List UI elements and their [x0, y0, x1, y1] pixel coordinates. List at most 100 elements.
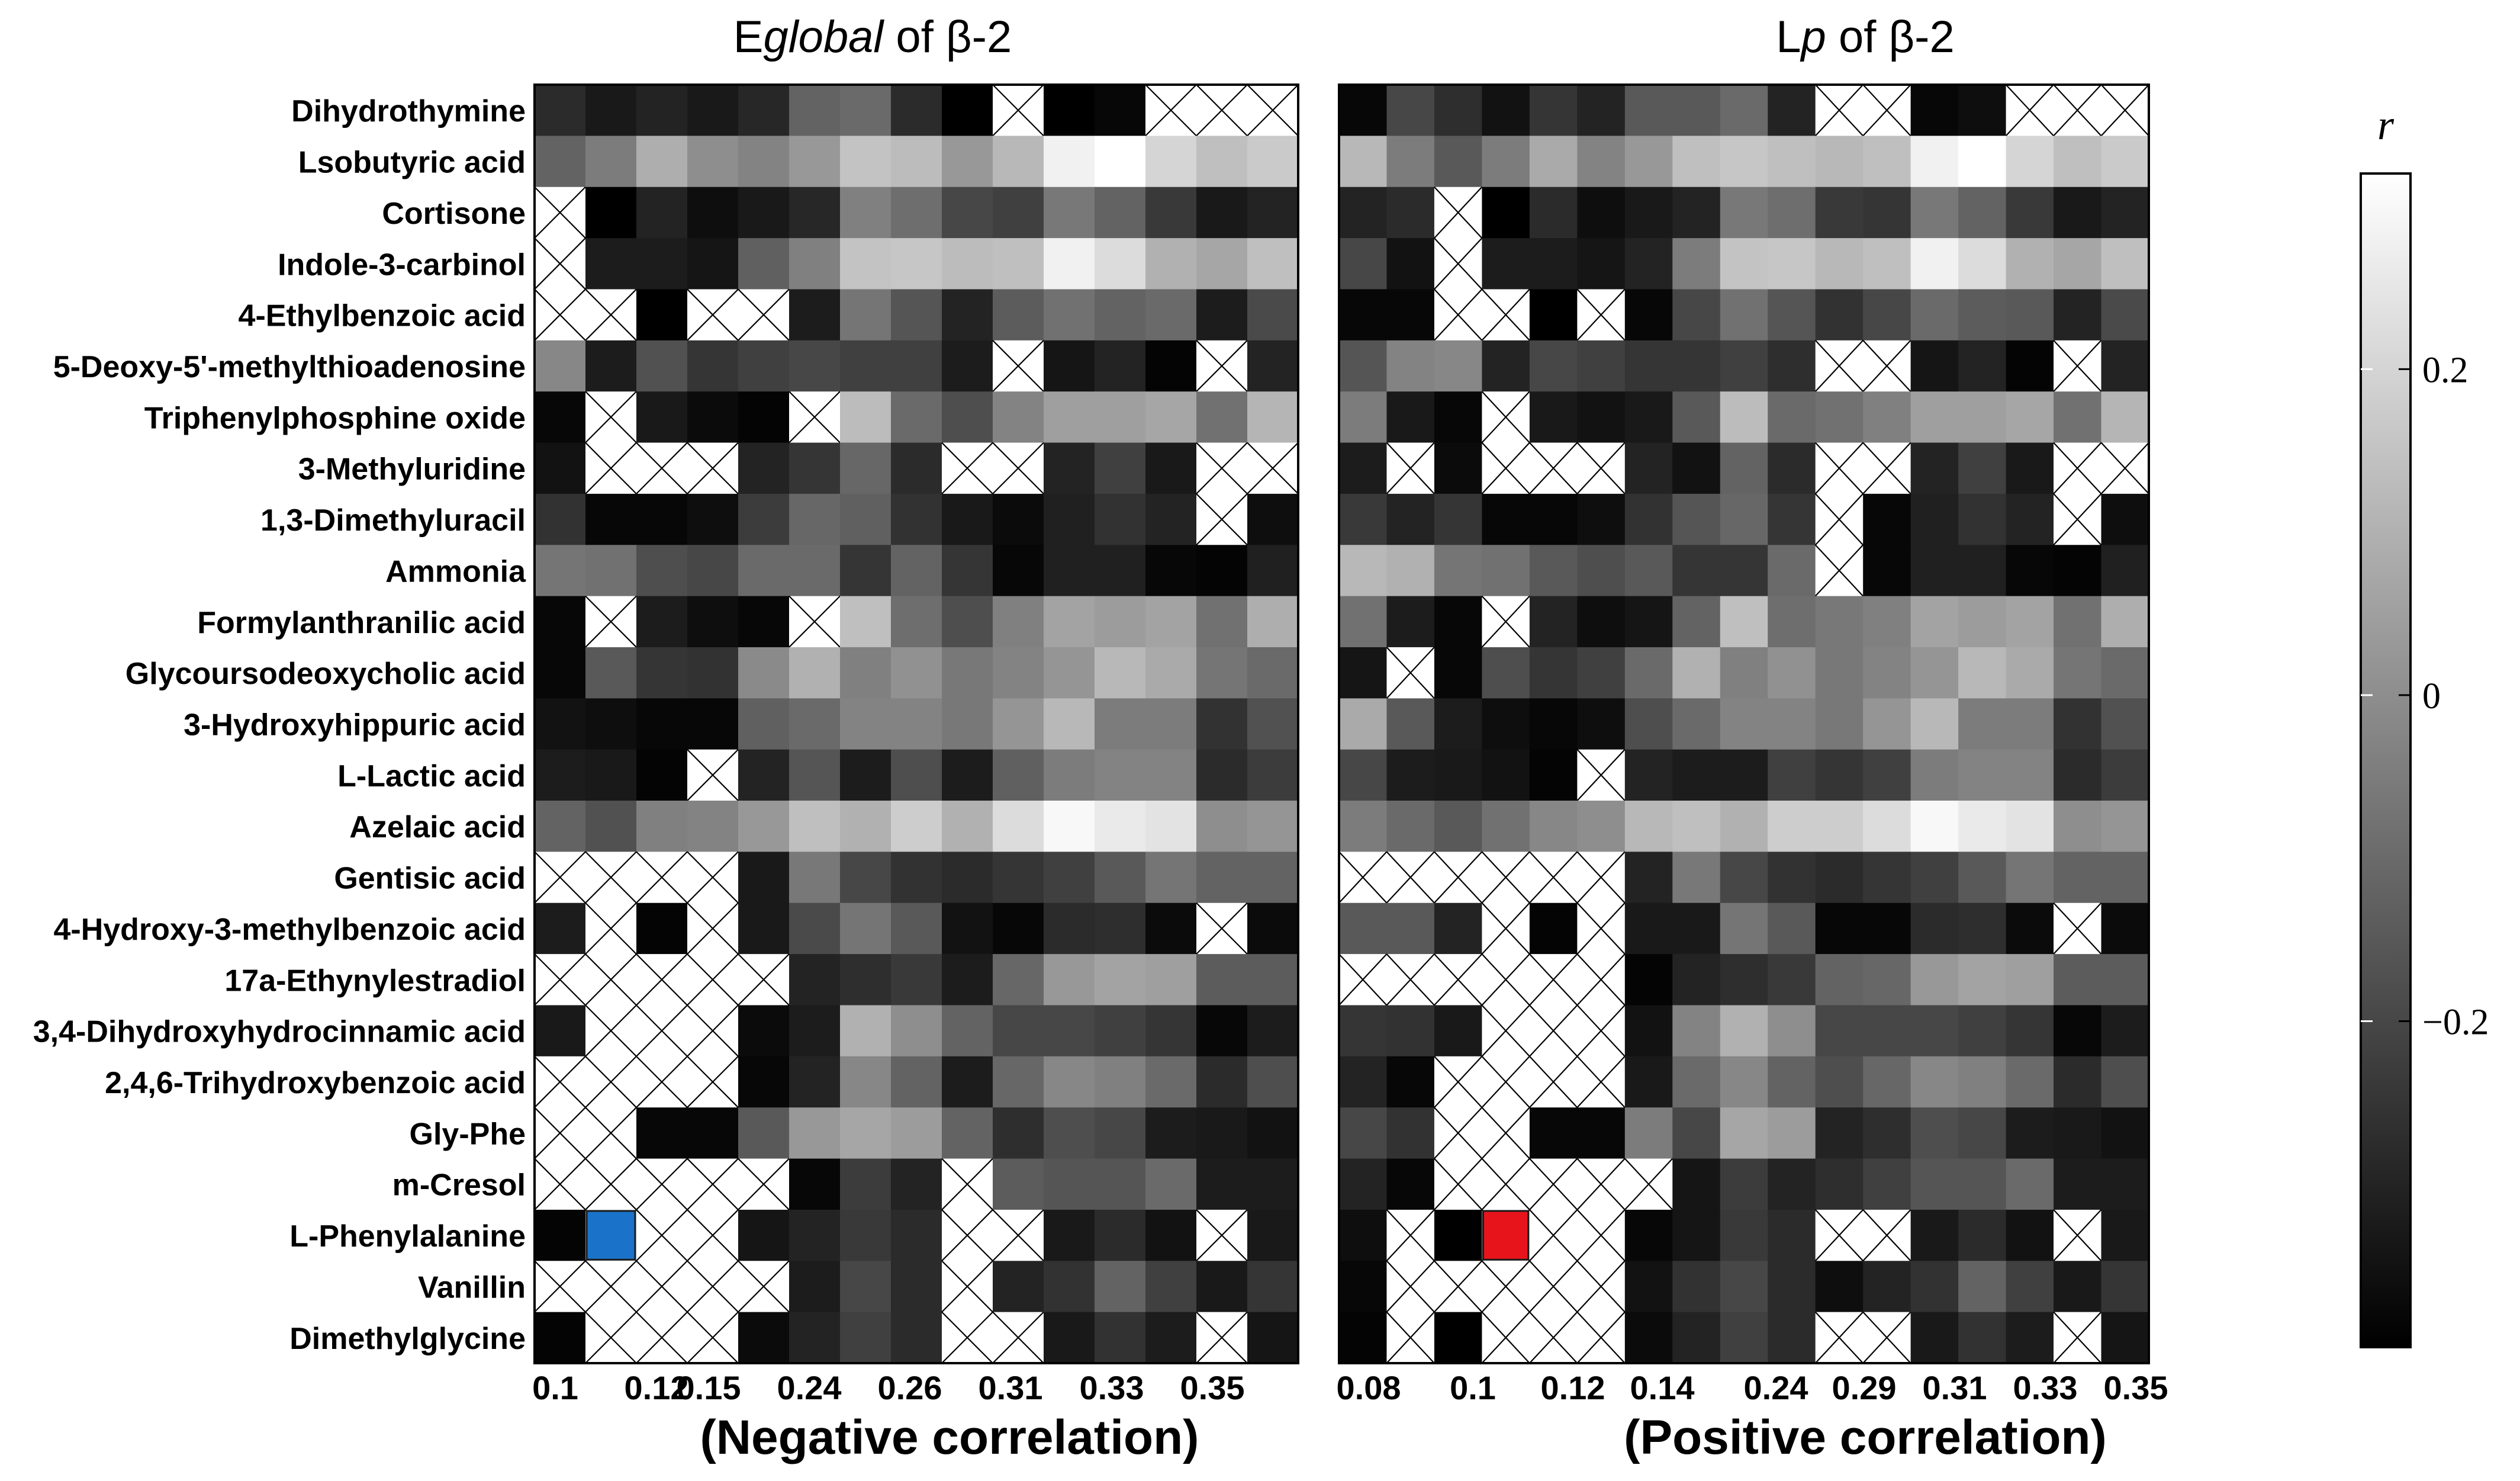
row-label: Dimethylglycine	[289, 1322, 526, 1356]
row-label: 3,4-Dihydroxyhydrocinnamic acid	[33, 1015, 526, 1049]
row-label: Glycoursodeoxycholic acid	[125, 657, 526, 691]
heatmap-cell	[2053, 84, 2102, 137]
heatmap-cell	[1910, 391, 1959, 444]
heatmap-cell	[1577, 493, 1626, 545]
heatmap-cell	[1672, 85, 1721, 136]
heatmap-cell	[1720, 1158, 1768, 1210]
heatmap-cell	[789, 1005, 841, 1057]
heatmap-cell	[1339, 1056, 1388, 1108]
heatmap-cell	[942, 493, 993, 545]
heatmap-cell	[1386, 1005, 1435, 1057]
heatmap-cell	[1095, 340, 1146, 392]
heatmap-cells-left	[534, 84, 1299, 1364]
heatmap-cell	[891, 136, 942, 188]
heatmap-cell	[942, 954, 993, 1006]
heatmap-cell	[1815, 596, 1864, 648]
heatmap-cell	[891, 902, 942, 955]
heatmap-cell	[1529, 1311, 1578, 1364]
heatmap-cell	[1577, 801, 1626, 852]
heatmap-cell	[1386, 902, 1435, 955]
heatmap-cell	[1814, 442, 1864, 494]
heatmap-cell	[738, 85, 790, 136]
heatmap-cell	[942, 596, 993, 648]
row-label: 5-Deoxy-5'-methylthioadenosine	[53, 350, 526, 384]
heatmap-cell	[1624, 391, 1673, 444]
heatmap-cell	[891, 596, 942, 648]
row-label: Triphenylphosphine oxide	[144, 401, 526, 435]
heatmap-cell	[687, 493, 739, 545]
heatmap-cell	[1624, 1261, 1673, 1313]
heatmap-cell	[1529, 187, 1578, 239]
heatmap-cell	[687, 187, 739, 239]
heatmap-cell	[1720, 596, 1768, 648]
colorbar: r 0.2 0 −0.2	[2360, 101, 2489, 1348]
heatmap-cell	[1339, 902, 1388, 955]
heatmap-cell	[840, 698, 892, 750]
heatmap-cell	[1910, 1107, 1959, 1159]
heatmap-cell	[2054, 136, 2102, 188]
heatmap-cell	[585, 391, 637, 444]
heatmap-cell	[1482, 749, 1530, 801]
heatmap-cell	[1768, 801, 1816, 852]
heatmap-cell	[840, 1312, 892, 1364]
heatmap-cell	[738, 136, 790, 188]
heatmap-cell	[942, 801, 993, 852]
heatmap-cell	[1044, 493, 1095, 545]
heatmap-cell	[891, 545, 942, 597]
heatmap-cell	[1196, 391, 1248, 444]
heatmap-cell	[1247, 84, 1299, 137]
x-axis-label-left: (Negative correlation)	[700, 1411, 1199, 1464]
heatmap-cell	[636, 391, 688, 444]
heatmap-cell	[1482, 238, 1530, 290]
heatmap-cell	[941, 1311, 993, 1364]
heatmap-cell	[1339, 238, 1388, 290]
heatmap-cell	[1044, 1261, 1095, 1313]
heatmap-cell	[1815, 391, 1864, 444]
heatmap-cell	[1815, 954, 1864, 1006]
heatmap-cell	[1145, 84, 1197, 137]
heatmap-cell	[1863, 1158, 1911, 1210]
heatmap-cell	[1339, 596, 1388, 648]
heatmap-cell	[1095, 187, 1146, 239]
heatmap-cell	[840, 391, 892, 444]
heatmap-cell	[2101, 954, 2149, 1006]
heatmap-cell	[1576, 851, 1626, 904]
heatmap-frame-left	[533, 83, 1299, 1364]
heatmap-cell	[789, 545, 841, 597]
heatmap-cell	[992, 442, 1044, 494]
heatmap-cell	[738, 1158, 790, 1210]
heatmap-cell	[993, 954, 1044, 1006]
heatmap-cell	[1095, 1158, 1146, 1210]
heatmap-cell	[1196, 749, 1248, 801]
heatmap-cell	[1577, 596, 1626, 648]
heatmap-cell	[1339, 647, 1388, 699]
heatmap-cell	[687, 1209, 739, 1262]
heatmap-cell	[2101, 596, 2149, 648]
heatmap-cell	[789, 852, 841, 904]
heatmap-cell	[1958, 749, 2007, 801]
heatmap-cell	[2006, 698, 2054, 750]
heatmap-cell	[1434, 237, 1483, 290]
heatmap-cell	[993, 801, 1044, 852]
heatmap-cell	[1482, 85, 1530, 136]
heatmap-cell	[2006, 1107, 2054, 1159]
heatmap-cell	[1386, 749, 1435, 801]
heatmap-cell	[1910, 442, 1959, 494]
heatmap-cell	[1958, 1312, 2007, 1364]
heatmap-cell	[535, 698, 586, 750]
row-label: Ammonia	[385, 554, 526, 589]
heatmap-cell	[1958, 187, 2007, 239]
heatmap-cell	[636, 1311, 688, 1364]
heatmap-cell	[1672, 545, 1721, 597]
heatmap-cell	[1910, 545, 1959, 597]
heatmap-cell	[535, 902, 586, 955]
heatmap-cell	[789, 1209, 841, 1261]
heatmap-cell	[1481, 851, 1530, 904]
heatmap-cell	[2006, 801, 2054, 852]
heatmap-cell	[1958, 954, 2007, 1006]
heatmap-cell	[1095, 1005, 1146, 1057]
heatmap-cell	[636, 1209, 688, 1262]
heatmap-cell	[993, 1261, 1044, 1313]
heatmap-cells-right	[1338, 84, 2149, 1364]
x-tick-label: 0.33	[2013, 1369, 2078, 1406]
